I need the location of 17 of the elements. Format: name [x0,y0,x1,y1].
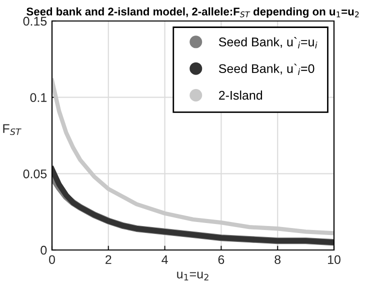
y-tick-label: 0.1 [30,93,47,102]
x-tick-label: 6 [218,255,224,264]
x-tick-label: 10 [328,255,340,264]
x-tick-label: 0 [49,255,55,264]
x-tick-label: 4 [162,255,168,264]
y-tick-label: 0.05 [23,169,47,178]
line-series [52,78,334,236]
x-axis-title: u$_{1}$=u$_{2}$ [177,272,208,280]
y-tick-label: 0 [40,246,47,255]
y-axis-title: F$_{ST}$ [3,124,22,136]
x-tick-label: 8 [274,255,281,264]
legend-label: 2-Island [219,90,262,100]
y-tick-label: 0.15 [23,16,47,26]
legend-label: Seed Bank, u`$_{i}$=u$_{i}$ [218,37,318,48]
x-tick-label: 2 [106,255,112,264]
legend-label: Seed Bank, u`$_{i}$=0 [218,64,314,75]
chart-title: Seed bank and 2-island model, 2-allele:F$_{ST}$ depending on u$_{1}$=u$_{2}$ [26,7,359,18]
